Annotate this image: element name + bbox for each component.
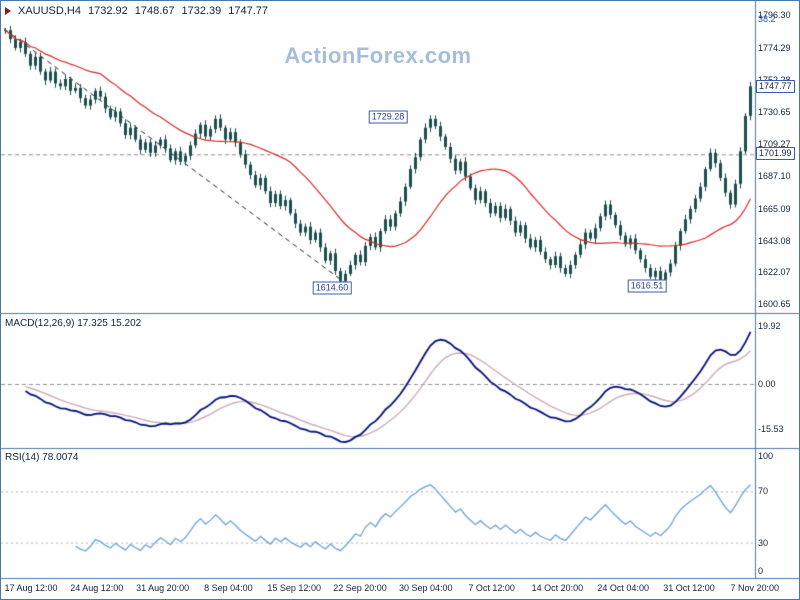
price-axis-label: 1687.10 <box>758 171 791 182</box>
time-axis-label: 14 Oct 20:00 <box>531 583 584 593</box>
price-axis-label: 1622.07 <box>758 267 791 278</box>
price-axis-label: 1600.65 <box>758 299 791 309</box>
macd-axis-label: 19.92 <box>758 320 781 331</box>
rsi-axis-label: 30 <box>758 537 769 548</box>
ohlc-low: 1732.39 <box>181 5 222 17</box>
time-axis-label: 30 Sep 04:00 <box>399 583 453 593</box>
price-axis-label: 1709.27 <box>758 138 791 149</box>
time-axis-label: 24 Aug 12:00 <box>70 583 124 593</box>
time-axis-label: 24 Oct 04:00 <box>597 583 649 593</box>
macd-indicator-label: MACD(12,26,9) 17.325 15.202 <box>5 318 142 329</box>
price-annotation: 1729.28 <box>368 110 408 124</box>
time-axis-label: 7 Oct 12:00 <box>468 583 515 593</box>
time-axis-label: 8 Sep 04:00 <box>204 583 253 593</box>
price-axis-label: 1665.09 <box>758 203 791 214</box>
price-annotation: 1614.60 <box>312 281 352 295</box>
current-price-tag: 1747.77 <box>756 79 795 93</box>
time-axis-label: 31 Oct 12:00 <box>663 583 715 593</box>
symbol-info-bar: XAUUSD,H4 1732.92 1748.67 1732.39 1747.7… <box>5 5 268 17</box>
time-axis-label: 7 Nov 20:00 <box>730 583 780 593</box>
ohlc-high: 1748.67 <box>134 5 175 17</box>
rsi-indicator-label: RSI(14) 78.0074 <box>5 452 79 463</box>
price-axis-label: 1796.30 <box>758 10 791 20</box>
time-axis-label: 15 Sep 12:00 <box>267 583 321 593</box>
symbol-name: XAUUSD,H4 <box>18 5 81 17</box>
macd-axis-label: -15.53 <box>758 424 784 435</box>
time-axis-label: 22 Sep 20:00 <box>333 583 387 593</box>
price-annotation: 1616.51 <box>627 279 667 293</box>
time-axis-label: 17 Aug 12:00 <box>4 583 58 593</box>
rsi-axis-label: 0 <box>758 566 764 576</box>
time-axis-label: 31 Aug 20:00 <box>136 583 190 593</box>
rsi-axis-label: 70 <box>758 486 769 497</box>
dashed-level-tag: 1701.99 <box>756 147 795 161</box>
price-axis-label: 1643.08 <box>758 236 791 247</box>
ohlc-open: 1732.92 <box>87 5 128 17</box>
fib-retracement-label: 38.2 <box>758 14 776 24</box>
ohlc-close: 1747.77 <box>228 5 269 17</box>
macd-axis-label: 0.00 <box>758 379 776 389</box>
price-axis-label: 1774.29 <box>758 42 791 53</box>
symbol-marker-icon <box>5 7 11 15</box>
rsi-axis-label: 100 <box>758 451 774 461</box>
price-axis-label: 1730.65 <box>758 106 791 117</box>
